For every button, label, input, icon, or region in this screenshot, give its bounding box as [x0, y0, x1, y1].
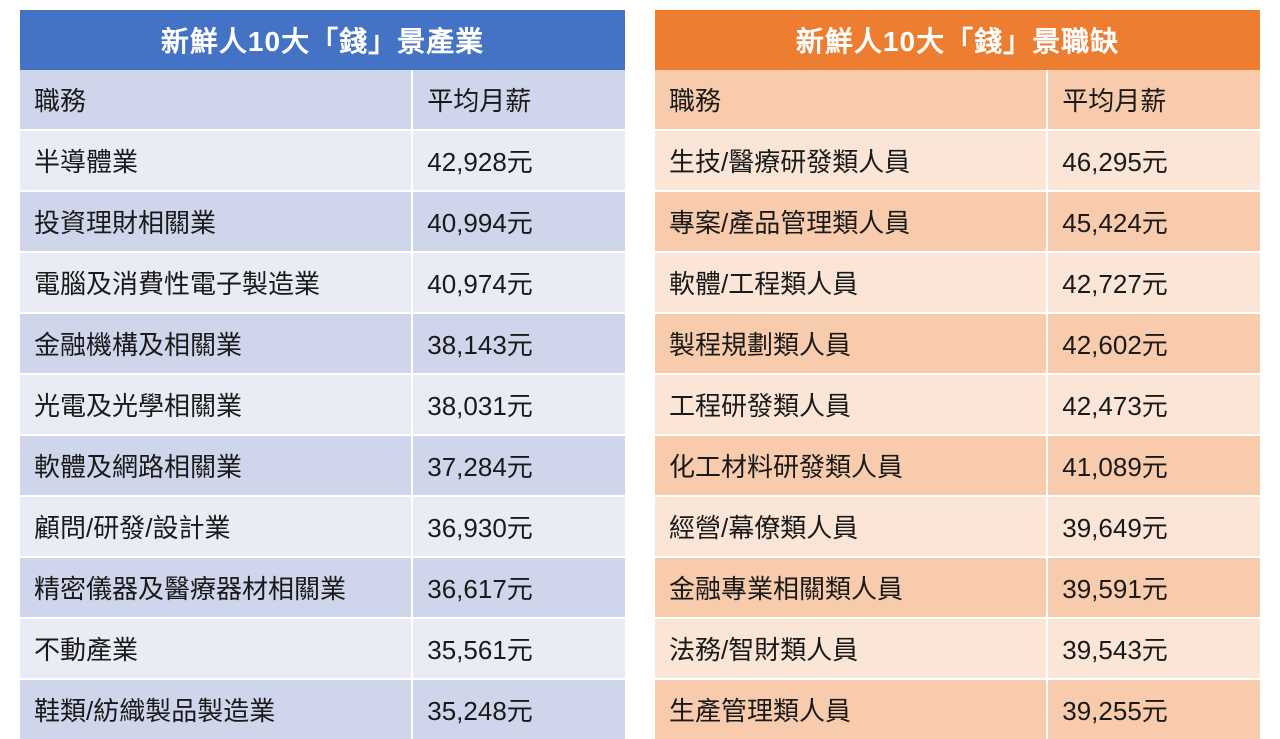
table-row: 工程研發類人員42,473元 [655, 373, 1260, 434]
table-row: 鞋類/紡織製品製造業35,248元 [20, 678, 625, 739]
job-cell: 不動產業 [20, 617, 413, 678]
salary-cell: 45,424元 [1048, 190, 1260, 251]
salary-cell: 42,727元 [1048, 251, 1260, 312]
salary-cell: 35,248元 [413, 678, 625, 739]
table-row: 不動產業35,561元 [20, 617, 625, 678]
job-cell: 金融專業相關類人員 [655, 556, 1048, 617]
job-cell: 工程研發類人員 [655, 373, 1048, 434]
job-cell: 精密儀器及醫療器材相關業 [20, 556, 413, 617]
job-cell: 軟體及網路相關業 [20, 434, 413, 495]
job-cell: 光電及光學相關業 [20, 373, 413, 434]
salary-cell: 39,543元 [1048, 617, 1260, 678]
column-header: 職務 [655, 70, 1048, 129]
table-row: 專案/產品管理類人員45,424元 [655, 190, 1260, 251]
table-row: 軟體及網路相關業37,284元 [20, 434, 625, 495]
column-header: 平均月薪 [413, 70, 625, 129]
salary-cell: 42,473元 [1048, 373, 1260, 434]
table-row: 顧問/研發/設計業36,930元 [20, 495, 625, 556]
table-row: 電腦及消費性電子製造業40,974元 [20, 251, 625, 312]
job-cell: 製程規劃類人員 [655, 312, 1048, 373]
job-cell: 生產管理類人員 [655, 678, 1048, 739]
table-row: 製程規劃類人員42,602元 [655, 312, 1260, 373]
salary-cell: 46,295元 [1048, 129, 1260, 190]
table-row: 半導體業42,928元 [20, 129, 625, 190]
table-row: 金融專業相關類人員39,591元 [655, 556, 1260, 617]
salary-cell: 36,930元 [413, 495, 625, 556]
salary-cell: 38,143元 [413, 312, 625, 373]
job-cell: 顧問/研發/設計業 [20, 495, 413, 556]
salary-cell: 36,617元 [413, 556, 625, 617]
job-cell: 半導體業 [20, 129, 413, 190]
salary-cell: 42,928元 [413, 129, 625, 190]
salary-cell: 39,649元 [1048, 495, 1260, 556]
salary-cell: 38,031元 [413, 373, 625, 434]
table-row: 生技/醫療研發類人員46,295元 [655, 129, 1260, 190]
table-row: 軟體/工程類人員42,727元 [655, 251, 1260, 312]
salary-cell: 42,602元 [1048, 312, 1260, 373]
job-cell: 經營/幕僚類人員 [655, 495, 1048, 556]
column-header: 平均月薪 [1048, 70, 1260, 129]
job-cell: 化工材料研發類人員 [655, 434, 1048, 495]
job-cell: 投資理財相關業 [20, 190, 413, 251]
salary-cell: 40,974元 [413, 251, 625, 312]
salary-cell: 40,994元 [413, 190, 625, 251]
table-row: 精密儀器及醫療器材相關業36,617元 [20, 556, 625, 617]
table-row: 化工材料研發類人員41,089元 [655, 434, 1260, 495]
table-title: 新鮮人10大「錢」景產業 [20, 10, 625, 70]
job-cell: 法務/智財類人員 [655, 617, 1048, 678]
salary-table-1: 新鮮人10大「錢」景職缺職務平均月薪生技/醫療研發類人員46,295元專案/產品… [655, 10, 1260, 710]
job-cell: 專案/產品管理類人員 [655, 190, 1048, 251]
column-header: 職務 [20, 70, 413, 129]
table-row: 法務/智財類人員39,543元 [655, 617, 1260, 678]
salary-cell: 39,591元 [1048, 556, 1260, 617]
salary-table-0: 新鮮人10大「錢」景產業職務平均月薪半導體業42,928元投資理財相關業40,9… [20, 10, 625, 710]
job-cell: 生技/醫療研發類人員 [655, 129, 1048, 190]
job-cell: 鞋類/紡織製品製造業 [20, 678, 413, 739]
table-row: 金融機構及相關業38,143元 [20, 312, 625, 373]
table-row: 生產管理類人員39,255元 [655, 678, 1260, 739]
job-cell: 金融機構及相關業 [20, 312, 413, 373]
table-title: 新鮮人10大「錢」景職缺 [655, 10, 1260, 70]
job-cell: 軟體/工程類人員 [655, 251, 1048, 312]
salary-cell: 35,561元 [413, 617, 625, 678]
table-row: 經營/幕僚類人員39,649元 [655, 495, 1260, 556]
table-header-row: 職務平均月薪 [655, 70, 1260, 129]
salary-cell: 39,255元 [1048, 678, 1260, 739]
table-header-row: 職務平均月薪 [20, 70, 625, 129]
job-cell: 電腦及消費性電子製造業 [20, 251, 413, 312]
table-row: 投資理財相關業40,994元 [20, 190, 625, 251]
salary-cell: 41,089元 [1048, 434, 1260, 495]
salary-cell: 37,284元 [413, 434, 625, 495]
table-row: 光電及光學相關業38,031元 [20, 373, 625, 434]
